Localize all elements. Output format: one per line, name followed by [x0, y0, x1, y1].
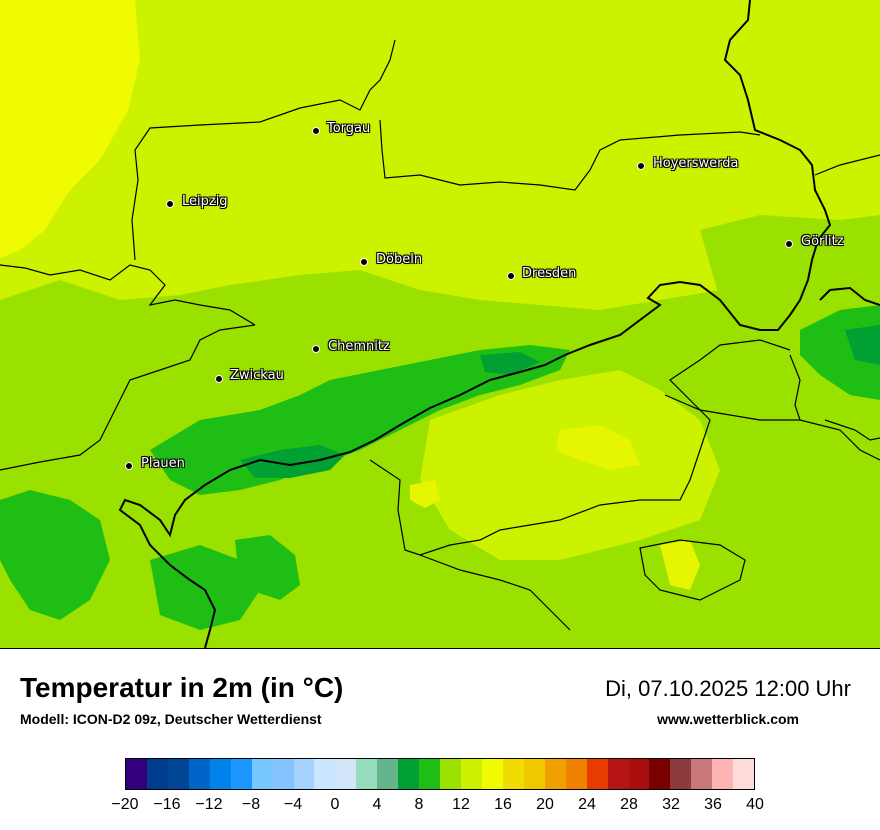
city-dot-torgau — [312, 127, 320, 135]
legend-color-segment — [167, 759, 189, 789]
legend-color-segment — [440, 759, 461, 789]
city-dot-goerlitz — [785, 240, 793, 248]
legend-color-segment — [607, 759, 629, 789]
legend-color-segment — [251, 759, 273, 789]
legend-color-segment — [272, 759, 294, 789]
legend-color-segment — [230, 759, 252, 789]
temp-zone-8-ridge — [240, 445, 345, 478]
warm-spot-south-3 — [410, 480, 440, 508]
legend-color-segment — [733, 759, 755, 789]
forecast-datetime: Di, 07.10.2025 12:00 Uhr — [605, 676, 851, 701]
city-label-leipzig: Leipzig — [182, 194, 228, 209]
website-label: www.wetterblick.com — [657, 711, 799, 727]
legend-tick-label: −8 — [241, 796, 261, 813]
legend-tick-label: 8 — [414, 796, 424, 813]
map-canvas — [0, 0, 880, 648]
model-subtitle: Modell: ICON-D2 09z, Deutscher Wetterdie… — [20, 711, 322, 727]
legend-tick-label: −16 — [153, 796, 181, 813]
legend-tick-label: 32 — [662, 796, 680, 813]
legend-tick-label: 20 — [536, 796, 554, 813]
temp-zone-8-east — [845, 325, 880, 365]
city-label-plauen: Plauen — [141, 456, 185, 471]
legend-color-segment — [461, 759, 482, 789]
city-dot-leipzig — [166, 200, 174, 208]
city-label-chemnitz: Chemnitz — [328, 339, 390, 354]
city-label-torgau: Torgau — [327, 121, 371, 136]
city-label-doebeln: Döbeln — [376, 252, 423, 267]
temp-zone-10-sw2 — [235, 535, 300, 600]
color-legend-ticks: −20 −16 −12 −8 −4 0 4 8 12 16 20 24 28 32 36 40 — [111, 796, 763, 822]
legend-color-segment — [523, 759, 545, 789]
legend-tick-label: 28 — [620, 796, 638, 813]
national-border — [118, 0, 880, 648]
legend-color-segment — [649, 759, 671, 789]
color-legend-bar — [125, 758, 755, 790]
warm-spot-south — [555, 425, 640, 470]
city-dot-chemnitz — [312, 345, 320, 353]
legend-color-segment — [712, 759, 734, 789]
legend-color-segment — [481, 759, 503, 789]
legend-color-segment — [146, 759, 168, 789]
legend-color-segment — [586, 759, 608, 789]
legend-color-segment — [398, 759, 420, 789]
legend-color-segment — [356, 759, 378, 789]
temp-zone-10-southwest — [150, 545, 260, 630]
legend-tick-label: −4 — [283, 796, 303, 813]
warm-spot-south-2 — [660, 540, 700, 590]
city-dot-hoyerswerda — [637, 162, 645, 170]
temp-zone-8-ridge-2 — [480, 352, 540, 375]
legend-tick-label: −20 — [111, 796, 139, 813]
city-label-goerlitz: Görlitz — [801, 234, 844, 249]
legend-color-segment — [544, 759, 566, 789]
map-title: Temperatur in 2m (in °C) — [20, 672, 344, 703]
city-dot-dresden — [507, 272, 515, 280]
legend-tick-label: 4 — [372, 796, 382, 813]
temp-zone-12-east — [700, 215, 880, 320]
legend-color-segment — [628, 759, 650, 789]
legend-color-segment — [314, 759, 336, 789]
temp-zone-14-south — [420, 370, 720, 560]
legend-color-segment — [188, 759, 210, 789]
legend-tick-label: 24 — [578, 796, 596, 813]
temp-zone-10-west — [0, 490, 110, 620]
legend-color-segment — [691, 759, 713, 789]
legend-tick-label: 16 — [494, 796, 512, 813]
legend-color-segment — [670, 759, 692, 789]
legend-color-segment — [293, 759, 315, 789]
legend-color-segment — [419, 759, 441, 789]
legend-color-segment — [377, 759, 399, 789]
legend-color-segment — [502, 759, 524, 789]
legend-tick-label: 40 — [746, 796, 764, 813]
city-label-zwickau: Zwickau — [230, 368, 284, 383]
legend-tick-label: 0 — [330, 796, 340, 813]
warm-zone-northwest — [0, 0, 140, 258]
legend-tick-label: −12 — [195, 796, 223, 813]
legend-color-segment — [335, 759, 357, 789]
temperature-map — [0, 0, 880, 649]
city-dot-zwickau — [215, 375, 223, 383]
legend-tick-label: 12 — [452, 796, 470, 813]
city-label-dresden: Dresden — [522, 266, 577, 281]
city-dot-plauen — [125, 462, 133, 470]
state-borders — [0, 39, 880, 631]
city-label-hoyerswerda: Hoyerswerda — [653, 156, 739, 171]
legend-tick-label: 36 — [704, 796, 722, 813]
legend-color-segment — [209, 759, 231, 789]
legend-color-segment — [565, 759, 587, 789]
city-dot-doebeln — [360, 258, 368, 266]
legend-color-segment — [126, 759, 147, 789]
